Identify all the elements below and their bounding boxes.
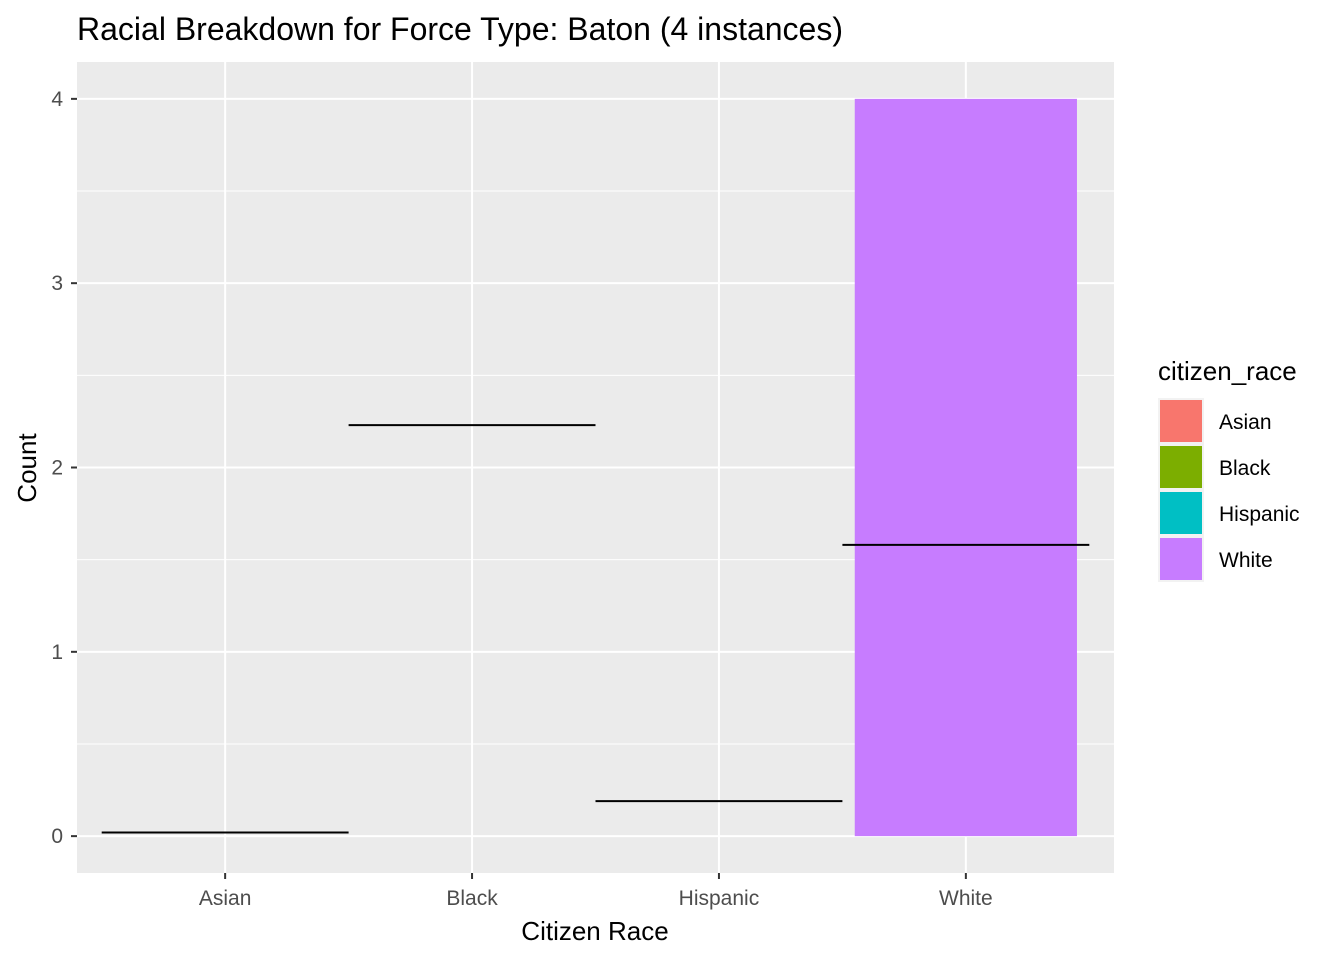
reference-lines (101, 424, 1090, 834)
legend-swatch-asian (1160, 400, 1202, 442)
legend: citizen_race Asian Black Hispanic White (1158, 356, 1300, 582)
legend-label: Black (1219, 457, 1271, 480)
legend-label: White (1219, 549, 1273, 572)
y-tick-label: 0 (51, 825, 63, 848)
y-tick-label: 4 (51, 88, 63, 111)
x-axis-title: Citizen Race (521, 916, 668, 946)
legend-label: Asian (1219, 411, 1272, 434)
bar-white (854, 98, 1077, 837)
x-tick-label: Asian (199, 887, 252, 910)
y-tick-label: 2 (51, 457, 63, 480)
legend-swatch-hispanic (1160, 492, 1202, 534)
chart-title: Racial Breakdown for Force Type: Baton (… (77, 11, 843, 47)
legend-swatch-white (1160, 538, 1202, 580)
x-tick-label: Hispanic (679, 887, 760, 910)
y-axis-title: Count (12, 433, 42, 503)
x-axis: Asian Black Hispanic White (199, 873, 993, 910)
y-tick-label: 1 (51, 641, 63, 664)
y-tick-label: 3 (51, 272, 63, 295)
legend-swatch-black (1160, 446, 1202, 488)
y-axis: 0 1 2 3 4 (51, 88, 77, 848)
x-tick-label: White (939, 887, 993, 910)
bars (854, 98, 1077, 837)
x-tick-label: Black (446, 887, 498, 910)
legend-label: Hispanic (1219, 503, 1300, 526)
legend-title: citizen_race (1158, 356, 1297, 386)
